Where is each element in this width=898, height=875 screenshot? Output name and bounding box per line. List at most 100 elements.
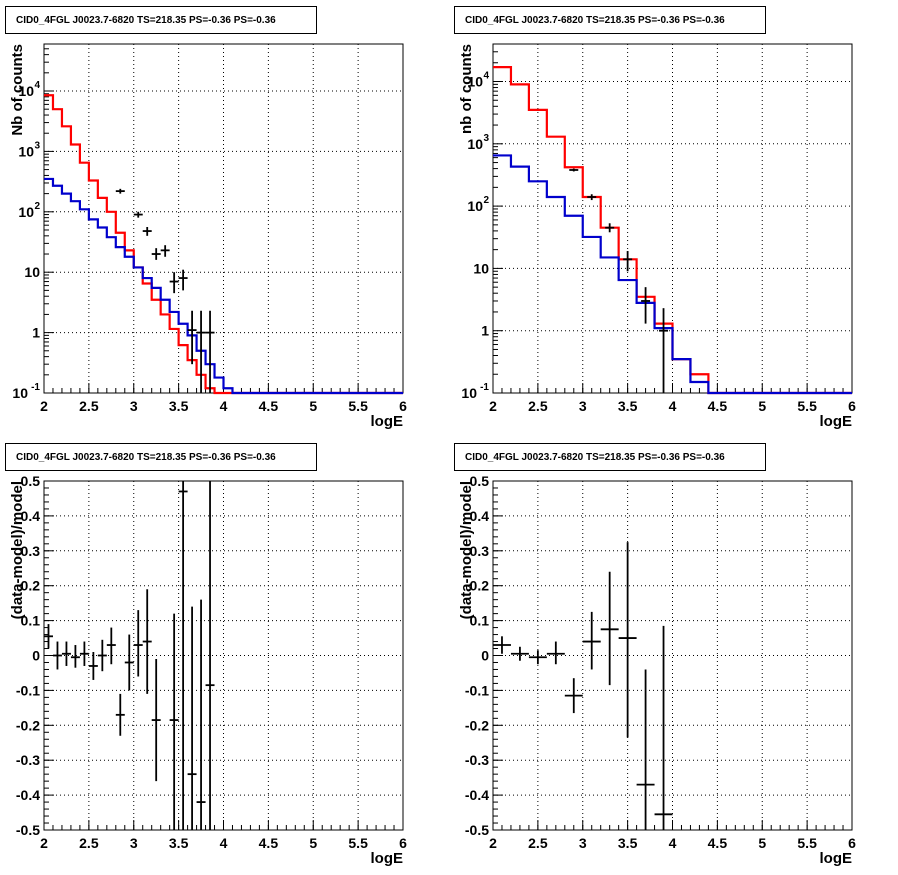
y-tick-label: 10 xyxy=(467,136,483,152)
y-tick-label: 10 xyxy=(473,260,489,276)
y-tick-label: 10 xyxy=(18,143,34,159)
y-tick-exponent: -1 xyxy=(480,382,489,393)
y-tick-label: 0.3 xyxy=(21,543,41,559)
data-point xyxy=(187,310,197,365)
y-tick-label: 1 xyxy=(32,325,40,341)
data-point xyxy=(70,645,80,668)
y-tick-label: 0.1 xyxy=(21,613,41,629)
y-tick-label: 10 xyxy=(18,83,34,99)
y-tick-label: 0.5 xyxy=(21,473,41,489)
data-point xyxy=(187,606,197,830)
x-tick-label: 5.5 xyxy=(348,398,368,414)
y-tick-exponent: 3 xyxy=(34,140,40,151)
marks xyxy=(493,66,852,395)
y-tick-exponent: 3 xyxy=(483,133,489,144)
data-point xyxy=(623,251,633,272)
data-point xyxy=(124,634,134,691)
x-tick-label: 2 xyxy=(40,835,48,851)
x-tick-label: 4 xyxy=(669,835,677,851)
y-tick-label: 0 xyxy=(32,648,40,664)
x-tick-label: 5 xyxy=(309,835,317,851)
y-tick-label: 0.2 xyxy=(21,578,41,594)
pad-top-left: 2 2.5 3 3.5 4 4.5 5 5.5 6 10 -1 1 10 10 2 10 3 10 4 logE Nb … xyxy=(0,0,449,437)
data-point xyxy=(169,272,179,294)
x-tick-label: 6 xyxy=(399,398,407,414)
x-tick-label: 5.5 xyxy=(797,835,817,851)
y-tick-exponent: 2 xyxy=(34,201,40,212)
x-tick-label: 4.5 xyxy=(259,398,279,414)
pad-title: CID0_4FGL J0023.7-6820 TS=218.35 PS=-0.3… xyxy=(454,443,766,471)
x-tick-label: 2.5 xyxy=(79,398,99,414)
plot-frame xyxy=(492,43,853,394)
data-point xyxy=(178,269,188,291)
y-tick-exponent: -1 xyxy=(31,382,40,393)
pad-title: CID0_4FGL J0023.7-6820 TS=218.35 PS=-0.3… xyxy=(5,6,317,34)
source_model-line xyxy=(493,154,852,395)
x-tick-label: 5 xyxy=(309,398,317,414)
y-tick-label: 0.2 xyxy=(470,578,490,594)
y-tick-label: 0 xyxy=(481,648,489,664)
x-tick-label: 2 xyxy=(489,398,497,414)
data-point xyxy=(493,636,511,654)
x-tick-label: 4.5 xyxy=(259,835,279,851)
data-point xyxy=(569,168,579,172)
y-tick-label: 1 xyxy=(481,323,489,339)
data-point xyxy=(133,211,143,218)
y-tick-label: -0.2 xyxy=(465,717,489,733)
data-point xyxy=(618,542,637,738)
y-tick-label: -0.5 xyxy=(465,822,489,838)
data-point xyxy=(178,481,188,830)
data-point xyxy=(151,248,161,260)
x-tick-label: 6 xyxy=(399,835,407,851)
x-tick-label: 6 xyxy=(848,398,856,414)
data-point xyxy=(659,308,669,393)
data-point xyxy=(564,678,583,714)
data-point xyxy=(582,611,601,670)
marks xyxy=(44,94,403,395)
data-point xyxy=(546,641,565,665)
pad-title: CID0_4FGL J0023.7-6820 TS=218.35 PS=-0.3… xyxy=(454,6,766,34)
x-tick-label: 3.5 xyxy=(618,835,638,851)
y-tick-label: 10 xyxy=(461,385,477,401)
data-point xyxy=(605,223,615,233)
x-tick-label: 2 xyxy=(40,398,48,414)
plot-frame xyxy=(492,480,853,831)
data-point xyxy=(97,639,107,672)
y-axis-title: Nb of counts xyxy=(9,44,26,136)
pad-title: CID0_4FGL J0023.7-6820 TS=218.35 PS=-0.3… xyxy=(5,443,317,471)
grid xyxy=(493,481,852,830)
data-point xyxy=(528,650,547,665)
y-tick-label: -0.5 xyxy=(16,822,40,838)
y-tick-exponent: 4 xyxy=(34,80,40,91)
data-point xyxy=(52,641,62,670)
pad-top-right: 2 2.5 3 3.5 4 4.5 5 5.5 6 10 -1 1 10 10 2 10 3 10 4 logE nb … xyxy=(449,0,898,437)
x-axis-title: logE xyxy=(371,850,404,867)
x-tick-label: 5.5 xyxy=(348,835,368,851)
y-axis-title: nb of counts xyxy=(458,44,475,134)
data-point xyxy=(142,589,152,694)
y-tick-label: 0.4 xyxy=(470,508,490,524)
y-axis-title: (data-model)/model xyxy=(9,481,26,619)
y-tick-label: 0.5 xyxy=(470,473,490,489)
y-tick-label: 10 xyxy=(24,264,40,280)
data-point xyxy=(196,599,206,830)
data-point xyxy=(160,245,170,257)
pad-bottom-right: 2 2.5 3 3.5 4 4.5 5 5.5 6 -0.5 -0.4 -0.3 -0.2 -0.1 0 0.… xyxy=(449,437,898,875)
x-tick-label: 3.5 xyxy=(169,835,189,851)
data-point xyxy=(196,310,206,393)
data-point xyxy=(44,624,53,649)
data-point xyxy=(205,481,215,830)
plot-svg-bottom-right: 2 2.5 3 3.5 4 4.5 5 5.5 6 -0.5 -0.4 -0.3 -0.2 -0.1 0 0.… xyxy=(458,473,856,867)
x-tick-label: 3.5 xyxy=(169,398,189,414)
x-tick-label: 4.5 xyxy=(708,835,728,851)
x-tick-label: 4 xyxy=(220,398,228,414)
y-tick-label: -0.1 xyxy=(16,682,40,698)
y-tick-exponent: 2 xyxy=(483,195,489,206)
plot-svg-bottom-left: 2 2.5 3 3.5 4 4.5 5 5.5 6 -0.5 -0.4 -0.3 -0.2 -0.1 0 0.… xyxy=(9,473,407,867)
y-tick-label: 0.4 xyxy=(21,508,41,524)
x-tick-label: 3 xyxy=(579,835,587,851)
